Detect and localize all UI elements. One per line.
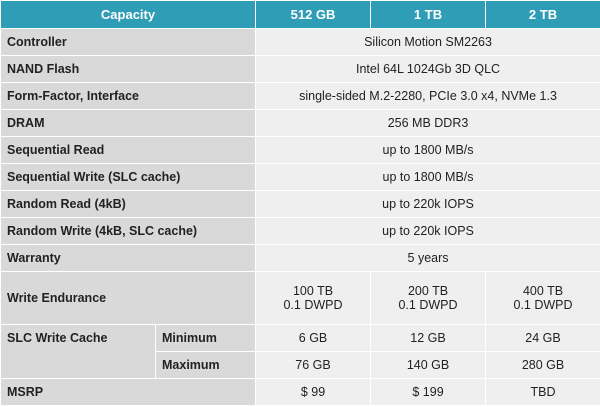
header-column: 512 GB — [255, 0, 372, 29]
row-value: up to 220k IOPS — [255, 217, 600, 245]
table-row: Controller Silicon Motion SM2263 — [0, 28, 600, 56]
row-label: DRAM — [0, 109, 257, 137]
row-label: SLC Write Cache — [0, 324, 156, 379]
row-label: Random Write (4kB, SLC cache) — [0, 217, 257, 245]
sub-label: Minimum — [154, 324, 257, 352]
row-value: $ 199 — [370, 378, 487, 406]
row-value: 100 TB 0.1 DWPD — [255, 271, 372, 325]
value-line: 100 TB — [292, 284, 334, 298]
row-label: Warranty — [0, 244, 257, 272]
row-value: 12 GB — [370, 324, 487, 352]
row-value: 200 TB 0.1 DWPD — [370, 271, 487, 325]
row-value: up to 1800 MB/s — [255, 163, 600, 191]
table-row: SLC Write Cache Minimum 6 GB 12 GB 24 GB — [0, 324, 600, 379]
row-label: MSRP — [0, 378, 257, 406]
header-column: 1 TB — [370, 0, 487, 29]
row-value: 5 years — [255, 244, 600, 272]
table-row: Sequential Write (SLC cache) up to 1800 M… — [0, 163, 600, 191]
row-label: NAND Flash — [0, 55, 257, 83]
row-value: TBD — [485, 378, 600, 406]
row-value: up to 220k IOPS — [255, 190, 600, 218]
header-label: Capacity — [0, 0, 257, 29]
value-line: 400 TB — [522, 284, 564, 298]
table-row: Warranty 5 years — [0, 244, 600, 272]
row-value: 400 TB 0.1 DWPD — [485, 271, 600, 325]
row-value: single-sided M.2-2280, PCIe 3.0 x4, NVMe… — [255, 82, 600, 110]
row-value: up to 1800 MB/s — [255, 136, 600, 164]
row-label: Form-Factor, Interface — [0, 82, 257, 110]
header-column: 2 TB — [485, 0, 600, 29]
row-value: 256 MB DDR3 — [255, 109, 600, 137]
table-row: Write Endurance 100 TB 0.1 DWPD 200 TB 0.1 D… — [0, 271, 600, 325]
value-line: 200 TB — [407, 284, 449, 298]
sub-label: Maximum — [154, 351, 257, 379]
table-row: Random Read (4kB) up to 220k IOPS — [0, 190, 600, 218]
table-row: Sequential Read up to 1800 MB/s — [0, 136, 600, 164]
row-value: Intel 64L 1024Gb 3D QLC — [255, 55, 600, 83]
row-value: 6 GB — [255, 324, 372, 352]
row-label: Write Endurance — [0, 271, 257, 325]
table-row: Capacity 512 GB 1 TB 2 TB — [0, 0, 600, 29]
row-value: 280 GB — [485, 351, 600, 379]
table-row: Form-Factor, Interface single-sided M.2-2… — [0, 82, 600, 110]
row-label: Sequential Write (SLC cache) — [0, 163, 257, 191]
row-value: Silicon Motion SM2263 — [255, 28, 600, 56]
row-value: 140 GB — [370, 351, 487, 379]
table-row: Random Write (4kB, SLC cache) up to 220k … — [0, 217, 600, 245]
row-label: Random Read (4kB) — [0, 190, 257, 218]
row-label: Controller — [0, 28, 257, 56]
row-label: Sequential Read — [0, 136, 257, 164]
table-row: NAND Flash Intel 64L 1024Gb 3D QLC — [0, 55, 600, 83]
table-row: Maximum 76 GB 140 GB 280 GB — [1, 351, 600, 379]
row-value: 24 GB — [485, 324, 600, 352]
value-line: 0.1 DWPD — [283, 298, 343, 312]
value-line: 0.1 DWPD — [398, 298, 458, 312]
table-row: DRAM 256 MB DDR3 — [0, 109, 600, 137]
table-row: MSRP $ 99 $ 199 TBD — [0, 378, 600, 406]
value-line: 0.1 DWPD — [513, 298, 573, 312]
row-value: $ 99 — [255, 378, 372, 406]
row-value: 76 GB — [255, 351, 372, 379]
